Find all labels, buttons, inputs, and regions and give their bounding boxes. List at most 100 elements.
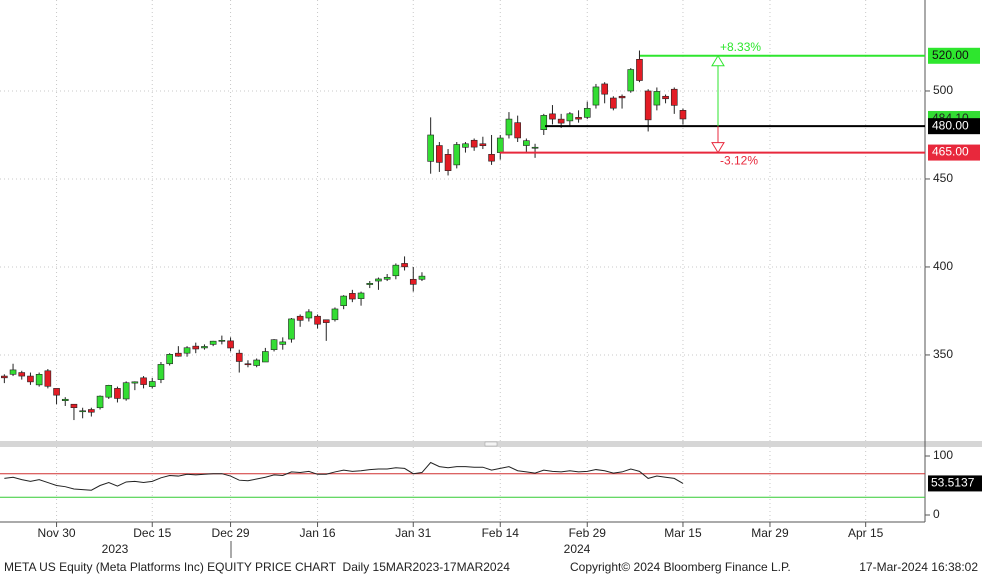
divider-handle[interactable] [484, 441, 498, 447]
footer-copyright: Copyright© 2024 Bloomberg Finance L.P. [570, 560, 791, 574]
level-box [928, 144, 980, 161]
candle-body [453, 144, 461, 166]
candle-body [418, 275, 426, 280]
candle-body [314, 315, 321, 325]
level-label: 520.00 [932, 48, 969, 62]
change-label: +8.33% [720, 40, 761, 54]
candle-body [322, 319, 330, 323]
candle-body [488, 154, 495, 162]
y-tick-label: 100 [933, 448, 953, 462]
candle-body [157, 364, 165, 380]
candle-body [540, 115, 548, 130]
footer-security: META US Equity (Meta Platforms Inc) EQUI… [4, 560, 510, 574]
y-tick-label: 350 [933, 347, 953, 361]
level-label: 480.00 [932, 118, 969, 132]
candle-body [201, 346, 208, 349]
candle-body [444, 154, 452, 171]
candle-body [244, 363, 252, 366]
candle-body [227, 340, 234, 349]
candle-body [636, 59, 643, 81]
level-label: 465.00 [932, 145, 969, 159]
candle-body [53, 388, 60, 396]
candle-body [436, 145, 443, 163]
rsi-line [4, 461, 684, 491]
candle-body [470, 139, 478, 148]
candle-body [610, 97, 617, 109]
candle-body [357, 292, 365, 299]
candle-body [183, 347, 191, 354]
candle-body [140, 377, 147, 385]
candle-body [105, 385, 113, 398]
candle-body [601, 83, 608, 95]
candle-body [88, 409, 95, 413]
candle-body [122, 382, 130, 400]
candle-body [496, 137, 504, 153]
candle-body [1, 375, 8, 379]
candle-body [70, 403, 78, 409]
candle-body [383, 276, 391, 280]
candle-body [409, 278, 417, 285]
y-tick-label: 400 [933, 259, 953, 273]
candle-body [148, 381, 156, 387]
x-tick-label: Feb 14 [482, 526, 520, 540]
candle-body [296, 315, 304, 321]
candle-body [35, 374, 43, 386]
candle-body [175, 352, 182, 357]
candle-body [262, 351, 269, 363]
candle-body [557, 118, 565, 124]
candle-body [549, 113, 556, 120]
candle-body [166, 354, 173, 365]
x-tick-label: Jan 16 [300, 526, 336, 540]
candle-body [27, 375, 34, 383]
candle-body [592, 86, 600, 106]
candle-body [209, 340, 217, 345]
footer-timestamp: 17-Mar-2024 16:38:02 [859, 560, 978, 574]
candle-body [366, 283, 374, 285]
candle-body [114, 388, 121, 399]
rsi-last-box [928, 475, 982, 492]
candle-body [618, 95, 626, 99]
y-tick-label: 450 [933, 171, 953, 185]
candle-body [349, 293, 356, 300]
candle-body [253, 359, 260, 366]
candle-body [218, 340, 226, 342]
x-tick-label: Mar 15 [664, 526, 702, 540]
year-label: 2023 [102, 542, 129, 556]
candle-body [670, 88, 678, 106]
candle-body [79, 410, 86, 413]
candle-body [514, 122, 521, 139]
y-tick-label: 500 [933, 83, 953, 97]
candle-body [279, 341, 287, 345]
candle-body [505, 118, 513, 136]
candle-body [575, 117, 582, 120]
candle-body [96, 395, 104, 409]
candle-body [627, 69, 635, 92]
candle-body [44, 370, 52, 387]
candle-body [427, 134, 434, 162]
candle-body [235, 352, 243, 362]
year-label: 2024 [564, 542, 591, 556]
candle-body [462, 143, 469, 148]
candle-body [131, 381, 139, 384]
candle-body [192, 345, 200, 350]
level-box [928, 118, 980, 135]
candle-body [583, 108, 591, 118]
y-tick-label: 0 [933, 507, 940, 521]
x-tick-label: Dec 15 [133, 526, 171, 540]
candle-body [401, 263, 408, 268]
candle-body [375, 278, 382, 282]
candle-body [523, 140, 530, 146]
candle-body [644, 90, 652, 121]
x-tick-label: Nov 30 [38, 526, 76, 540]
arrow-head-up [711, 54, 725, 67]
candle-body [679, 110, 687, 120]
candle-body [18, 372, 26, 377]
x-tick-label: Feb 29 [569, 526, 607, 540]
x-tick-label: Mar 29 [751, 526, 789, 540]
candle-body [662, 95, 669, 100]
candle-body [566, 113, 574, 122]
candle-body [9, 369, 17, 375]
candle-body [392, 264, 400, 277]
arrow-head-down [711, 142, 725, 154]
